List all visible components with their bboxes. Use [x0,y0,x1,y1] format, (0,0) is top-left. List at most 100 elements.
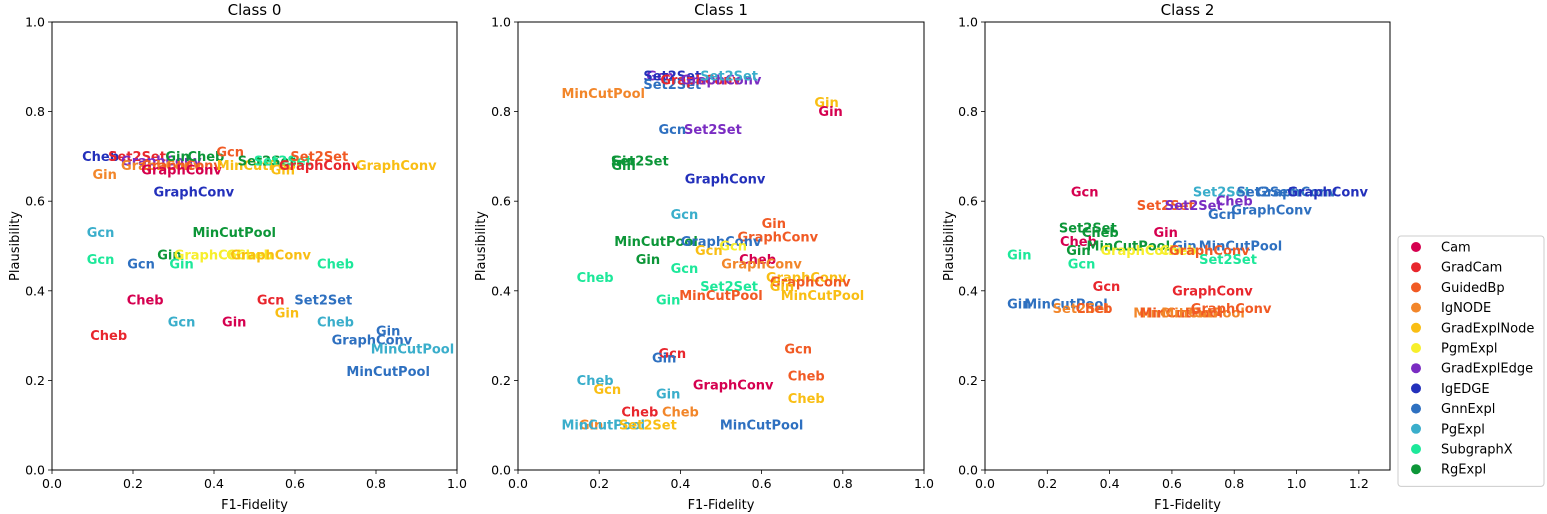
plot-frame [984,21,1391,471]
data-point-label: Gin [222,316,246,331]
chart-title: Class 1 [694,1,748,19]
data-point-label: Set2Set [238,154,296,169]
data-point-label: Gin [652,352,676,367]
data-point-label: Cheb [127,293,164,308]
y-tick-label: 0.0 [491,463,511,478]
x-tick-label: 0.0 [508,476,528,491]
data-point-label: Set2Set [290,150,348,165]
data-point-label: Gin [762,217,786,232]
x-tick-label: 0.2 [589,476,609,491]
data-point-label: Gin [1172,240,1196,255]
data-point-label: Set2Set [643,69,701,84]
data-point-label: GraphConv [685,172,766,187]
data-point-label: Cheb [82,150,119,165]
x-tick-label: 1.0 [447,476,467,491]
data-point-label: Gin [169,257,193,272]
data-point-label: GraphConv [1256,186,1337,201]
data-point-label: GraphConv [141,159,222,174]
data-point-label: Cheb [90,329,127,344]
data-point-label: Set2Set [619,419,677,434]
data-point-label: Cheb [577,374,614,389]
x-tick-label: 1.2 [1349,476,1369,491]
data-point-label: Gin [656,387,680,402]
legend-label: SubgraphX [1441,443,1513,458]
data-point-label: GraphConv [1231,204,1312,219]
legend-marker [1411,403,1421,414]
x-tick-label: 0.4 [204,476,224,491]
data-point-label: GraphConv [681,74,762,89]
data-point-label: Gin [275,307,299,322]
x-tick-label: 0.0 [975,476,995,491]
data-point-label: Gin [1007,248,1031,263]
data-point-label: Gcn [257,293,285,308]
data-point-label: Cheb [788,392,825,407]
data-point-label: Set2Set [1137,199,1195,214]
data-point-label: Gin [818,105,842,120]
data-point-label: GraphConv [770,275,851,290]
data-point-label: Cheb [662,405,699,420]
data-point-label: GraphConv [681,235,762,250]
legend-label: IgNODE [1441,301,1491,316]
data-point-label: Cheb [317,257,354,272]
data-point-label: MinCutPool [371,343,455,358]
x-axis-label: F1-Fidelity [1154,498,1221,513]
data-point-label: GraphConv [356,159,437,174]
x-tick-label: 0.0 [42,476,62,491]
data-point-label: GraphConv [332,334,413,349]
data-point-label: Set2Set [700,69,758,84]
legend-label: PgExpl [1441,422,1485,437]
data-point-label: Gin [579,419,603,434]
data-point-label: Cheb [1060,235,1097,250]
y-tick-label: 1.0 [25,15,45,30]
x-tick-label: 0.8 [366,476,386,491]
data-point-label: Gcn [671,208,699,223]
legend-marker [1411,423,1421,434]
data-point-label: GraphConv [121,159,202,174]
data-point-label: Gin [611,159,635,174]
legend-marker [1411,363,1421,374]
data-point-label: Set2Set [1236,186,1294,201]
legend: Cam GradCam GuidedBp IgNODE GradExplNode PgmE… [1397,235,1545,487]
data-point-label: Cheb [1076,302,1113,317]
data-point-label: Gcn [658,123,686,138]
legend-marker [1411,262,1421,273]
legend-label: GradExplNode [1441,321,1534,336]
legend-label: GuidedBp [1441,281,1505,296]
legend-box [1397,235,1545,487]
data-point-label: Gcn [671,262,699,277]
data-point-label: GraphConv [121,154,202,169]
legend-label: GradExplEdge [1441,362,1533,377]
data-point-label: GraphConv [693,378,774,393]
data-point-label: Set2Set [611,154,669,169]
y-tick-label: 0.8 [958,104,978,119]
data-point-label: Gcn [168,316,196,331]
data-point-label: Set2Set [700,280,758,295]
data-point-label: Gin [636,253,660,268]
data-point-label: MinCutPool [781,289,865,304]
data-point-label: MinCutPool [1087,240,1171,255]
data-point-label: MinCutPool [1161,307,1245,322]
y-tick-label: 1.0 [958,15,978,30]
x-tick-label: 0.6 [752,476,772,491]
legend-marker [1411,444,1421,454]
data-point-label: GraphConv [230,248,311,263]
data-point-label: Gin [92,168,116,183]
data-point-label: Gin [1153,226,1177,241]
x-axis-label: F1-Fidelity [688,498,755,513]
data-point-label: GraphConv [721,257,802,272]
data-point-label: Gcn [216,145,244,160]
data-point-label: Gin [770,280,794,295]
data-point-label: MinCutPool [217,159,301,174]
data-point-label: Cheb [739,253,776,268]
data-point-label: Set2Set [1059,222,1117,237]
legend-marker [1411,302,1421,313]
legend-marker [1411,343,1421,353]
data-point-label: GraphConv [738,231,819,246]
y-axis-label: Plausibility [8,211,23,281]
data-point-label: Gcn [646,69,674,84]
chart-title: Class 0 [228,1,282,19]
data-point-label: Set2Set [1199,253,1257,268]
chart-panel-0: Class 0 0.0 0.2 0.4 0.6 0.8 1.0 0.0 0.2 0.4 0.6 0.8… [8,1,467,513]
data-point-label: MinCutPool [720,419,804,434]
data-point-label: Gin [1007,298,1031,313]
